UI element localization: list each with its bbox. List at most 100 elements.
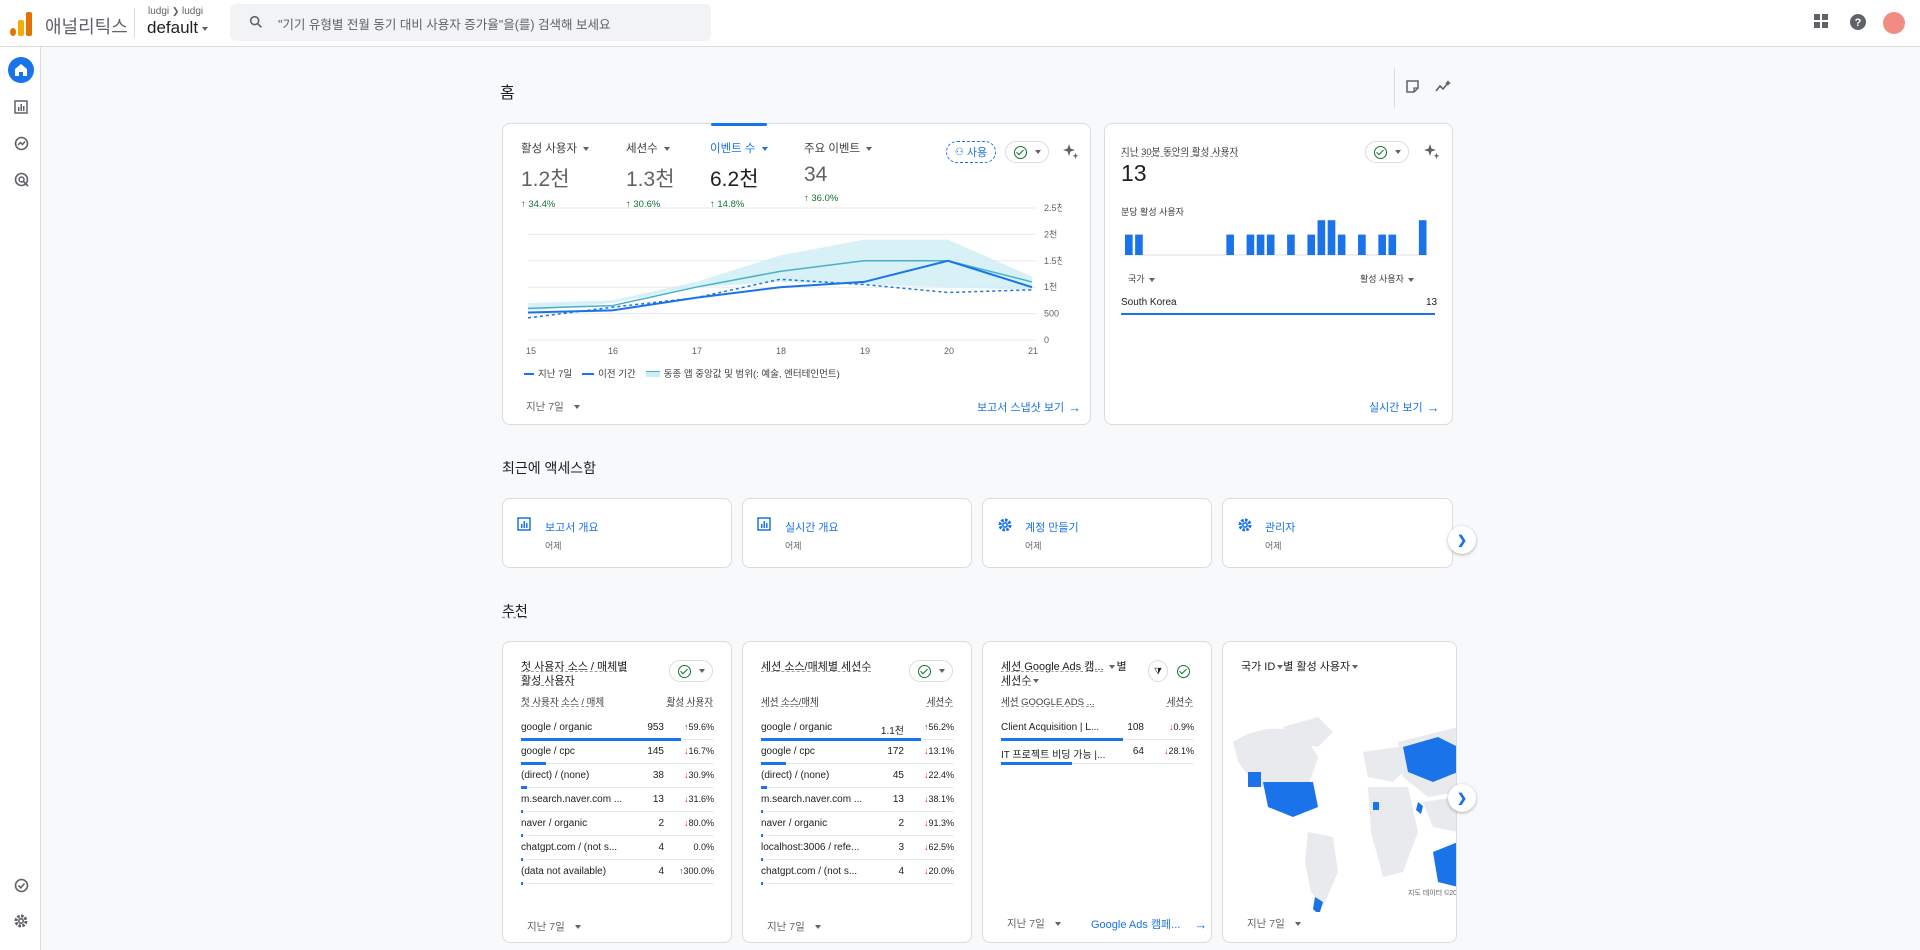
nav-reports-button[interactable] [8,94,34,120]
recent-item-create-account[interactable]: 계정 만들기 어제 [982,498,1212,568]
date-range-selector[interactable]: 지난 7일 [527,919,581,934]
table-row[interactable]: m.search.naver.com ... 13 ↓31.6% [521,788,714,813]
table-row[interactable]: google / cpc 145 ↓16.7% [521,740,714,765]
table-row[interactable]: chatgpt.com / (not s... 4 0.0% [521,836,714,861]
card-title-line: 세션 Google Ads 캠... [1001,661,1104,673]
metric-sessions[interactable]: 세션수 1.3천 ↑ 30.6% [626,140,675,210]
recent-item-realtime-overview[interactable]: 실시간 개요 어제 [742,498,972,568]
date-range-label: 지난 7일 [1247,918,1285,930]
insights-icon[interactable] [1435,79,1452,94]
minute-bar [1125,234,1133,255]
caret-down-icon [1034,150,1041,154]
realtime-value: 13 [1121,160,1147,186]
date-range-selector[interactable]: 지난 7일 [1247,916,1301,931]
column-header-active-users[interactable]: 활성 사용자 [1360,272,1414,285]
arrow-up-icon: ↑ [923,722,929,732]
nav-admin-button[interactable] [8,908,34,934]
table-row[interactable]: (direct) / (none) 38 ↓30.9% [521,764,714,789]
note-icon[interactable] [1405,79,1420,94]
peer-benchmark-chip[interactable]: ⚇ 사용 [946,141,996,163]
sparkle-icon[interactable] [1423,143,1440,160]
recent-item-admin[interactable]: 관리자 어제 [1222,498,1453,568]
table-row[interactable]: google / organic 953 ↑59.6% [521,716,714,741]
minute-bar [1317,220,1326,255]
row-share-bar [521,786,527,789]
filter-icon: ⧩ [1153,665,1163,676]
table-row[interactable]: naver / organic 2 ↓80.0% [521,812,714,837]
help-icon[interactable]: ? [1849,13,1867,31]
apps-grid-icon[interactable] [1813,13,1829,29]
nav-advertising-button[interactable] [8,166,34,192]
table-row[interactable]: google / cpc 172 ↓13.1% [761,740,954,765]
date-range-selector[interactable]: 지난 7일 [1007,916,1061,931]
section-title-recommended: 추천 [502,603,528,619]
row-label: google / organic [761,722,833,733]
data-quality-button[interactable] [1365,141,1409,163]
date-range-selector[interactable]: 지난 7일 [526,399,580,414]
filter-button[interactable]: ⧩ [1148,660,1168,682]
breadcrumb[interactable]: ludgi ❯ ludgi [148,6,203,17]
caret-down-icon [761,146,768,151]
previous-period-line [527,278,1033,319]
account-selector[interactable]: default [147,18,209,38]
analytics-logo-icon[interactable] [10,12,32,36]
row-label: m.search.naver.com ... [521,794,623,805]
scroll-right-button[interactable]: ❯ [1448,526,1476,554]
date-range-selector[interactable]: 지난 7일 [767,919,821,934]
data-quality-button[interactable] [669,660,713,682]
table-row[interactable]: chatgpt.com / (not s... 4 ↓20.0% [761,860,954,885]
scroll-right-button[interactable]: ❯ [1448,784,1476,812]
column-header-country[interactable]: 국가 [1128,272,1155,285]
world-map [1233,717,1456,912]
data-quality-button[interactable] [1005,141,1049,163]
metric-key-events[interactable]: 주요 이벤트 34 ↑ 36.0% [804,140,873,204]
table-row[interactable]: (data not available) 4 ↑300.0% [521,860,714,885]
minute-bar [1266,234,1275,255]
recent-item-report-overview[interactable]: 보고서 개요 어제 [502,498,732,568]
avatar[interactable] [1883,12,1905,34]
card-title-line: 국가 ID [1241,661,1276,673]
table-row[interactable]: (direct) / (none) 45 ↓22.4% [761,764,954,789]
data-quality-button[interactable] [1173,660,1193,682]
table-row[interactable]: m.search.naver.com ... 13 ↓38.1% [761,788,954,813]
check-circle-icon [1373,145,1387,159]
table-row[interactable]: naver / organic 2 ↓91.3% [761,812,954,837]
metric-event-count[interactable]: 이벤트 수 6.2천 ↑ 14.8% [710,140,768,210]
search-box[interactable]: "기기 유형별 전월 동기 대비 사용자 증가율"을(를) 검색해 보세요 [230,4,711,41]
row-share-bar [521,738,682,741]
card-title[interactable]: 국가 ID 별 활성 사용자 [1241,660,1359,674]
table-row[interactable]: Client Acquisition | L... 108 ↓0.9% [1001,716,1194,741]
row-change: ↓22.4% [923,770,954,780]
column-header: 활성 사용자 [666,697,713,708]
view-google-ads-link[interactable]: Google Ads 캠페... → [1091,916,1207,932]
legend-item: 지난 7일 [524,366,572,380]
table-row[interactable]: IT 프로젝트 비딩 가능 |... 64 ↓28.1% [1001,740,1194,765]
nav-home-button[interactable] [8,57,34,83]
view-realtime-link[interactable]: 실시간 보기 → [1369,399,1440,415]
row-value: 108 [1127,722,1144,733]
arrow-down-icon: ↓ [923,818,929,828]
row-label: (direct) / (none) [761,770,830,781]
search-placeholder: "기기 유형별 전월 동기 대비 사용자 증가율"을(를) 검색해 보세요 [278,18,611,32]
card-title-line: 별 [1116,661,1127,673]
chip-label: 사용 [966,147,988,159]
minute-bar [1135,234,1143,255]
card-title[interactable]: 세션 Google Ads 캠... 별 세션수 [1001,660,1127,688]
nav-explore-button[interactable] [8,130,34,156]
arrow-up-icon: ↑ [521,199,526,210]
search-icon [249,15,262,28]
column-header: 세션수 [1166,697,1193,708]
per-minute-bar-chart [1124,220,1428,256]
metric-change: 34.4% [528,199,556,210]
row-change: ↑300.0% [678,866,714,876]
sparkle-icon[interactable] [1062,143,1079,160]
recommend-card-first-user-source: 첫 사용자 소스 / 매체별 활성 사용자 첫 사용자 소스 / 매체 활성 사용… [502,641,732,943]
arrow-down-icon: ↓ [1168,722,1174,732]
nav-configure-button[interactable] [8,872,34,898]
table-row[interactable]: localhost:3006 / refe... 3 ↓62.5% [761,836,954,861]
table-row[interactable]: google / organic 1.1천 ↑56.2% [761,716,954,741]
data-quality-button[interactable] [909,660,953,682]
metric-active-users[interactable]: 활성 사용자 1.2천 ↑ 34.4% [521,140,590,210]
view-report-snapshot-link[interactable]: 보고서 스냅샷 보기 → [977,399,1081,415]
arrow-down-icon: ↓ [923,794,929,804]
